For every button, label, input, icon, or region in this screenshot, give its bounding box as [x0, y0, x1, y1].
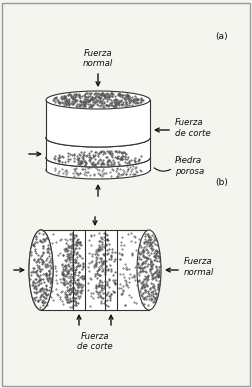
Ellipse shape [46, 161, 149, 179]
Text: Piedra
porosa: Piedra porosa [174, 156, 203, 176]
Polygon shape [73, 230, 85, 310]
Ellipse shape [29, 230, 53, 310]
Polygon shape [105, 230, 116, 310]
Polygon shape [41, 230, 73, 310]
Text: Fuerza
normal: Fuerza normal [183, 257, 213, 277]
FancyBboxPatch shape [2, 3, 249, 386]
Polygon shape [85, 230, 105, 310]
Ellipse shape [46, 149, 149, 167]
Text: Fuerza
de corte: Fuerza de corte [174, 118, 210, 138]
Text: Fuerza
normal: Fuerza normal [83, 48, 113, 68]
Ellipse shape [46, 129, 149, 147]
Ellipse shape [46, 91, 149, 109]
Polygon shape [46, 100, 149, 138]
Text: (a): (a) [215, 31, 227, 40]
Polygon shape [116, 230, 148, 310]
Text: Fuerza
de corte: Fuerza de corte [77, 332, 112, 352]
Ellipse shape [46, 129, 149, 147]
Ellipse shape [137, 230, 160, 310]
Polygon shape [46, 138, 149, 158]
Ellipse shape [46, 149, 149, 167]
Polygon shape [46, 158, 149, 170]
Ellipse shape [29, 230, 53, 310]
Text: (b): (b) [215, 178, 228, 187]
